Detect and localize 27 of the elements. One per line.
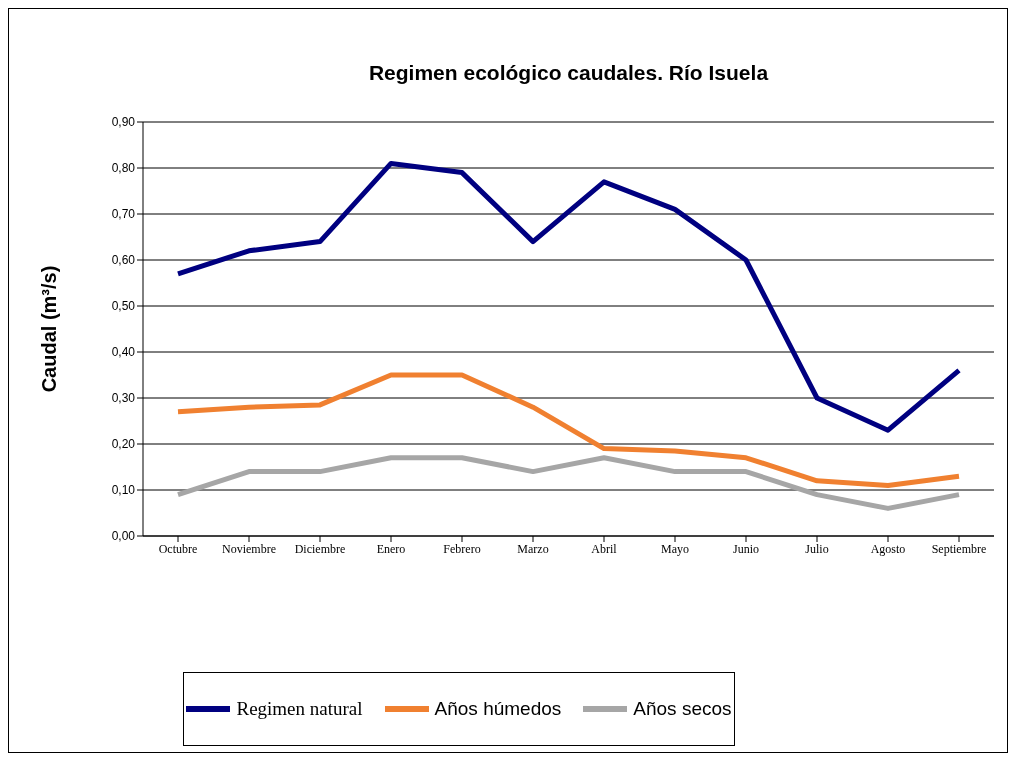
- y-axis-title: Caudal (m³/s): [38, 265, 61, 393]
- x-tick-label: Agosto: [870, 541, 906, 556]
- x-tick-label: Marzo: [517, 541, 549, 556]
- y-tick-label: 0,00: [111, 529, 136, 544]
- y-tick-label: 0,40: [111, 345, 136, 360]
- legend-label: Años secos: [633, 698, 732, 720]
- y-tick-label: 0,50: [111, 299, 136, 314]
- x-tick-label: Febrero: [443, 541, 481, 556]
- chart-title: Regimen ecológico caudales. Río Isuela: [367, 61, 770, 85]
- legend-label: Años húmedos: [434, 698, 562, 720]
- y-tick-label: 0,80: [111, 161, 136, 176]
- y-tick-label: 0,10: [111, 483, 136, 498]
- x-tick-label: Abril: [591, 541, 618, 556]
- x-tick-label: Diciembre: [294, 541, 346, 556]
- y-tick-label: 0,60: [111, 253, 136, 268]
- x-tick-label: Mayo: [661, 541, 689, 556]
- y-tick-label: 0,30: [111, 391, 136, 406]
- x-tick-label: Junio: [732, 541, 760, 556]
- x-tick-label: Enero: [376, 541, 406, 556]
- x-tick-label: Julio: [805, 541, 829, 556]
- legend-label: Regimen natural: [236, 698, 363, 720]
- y-tick-label: 0,90: [111, 115, 136, 130]
- x-tick-label: Noviembre: [222, 541, 276, 556]
- y-tick-label: 0,20: [111, 437, 136, 452]
- x-tick-label: Octubre: [158, 541, 198, 556]
- y-tick-label: 0,70: [111, 207, 136, 222]
- x-tick-label: Septiembre: [931, 541, 987, 556]
